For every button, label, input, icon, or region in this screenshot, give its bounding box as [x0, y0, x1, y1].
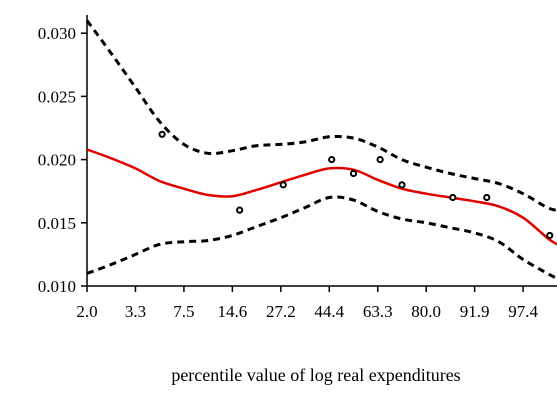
- data-point: [328, 155, 336, 164]
- data-point: [236, 206, 244, 214]
- data-point: [483, 193, 491, 202]
- fitted-curve: [86, 148, 557, 246]
- data-point: [376, 155, 384, 164]
- confidence-bands: [85, 19, 557, 280]
- y-tick-label: 0.015: [38, 214, 76, 233]
- x-tick-label: 27.2: [266, 302, 296, 321]
- axes: 0.010 0.015 0.020 0.025 0.030 2.0 3.3 7.5 14.6 27…: [38, 15, 557, 321]
- x-tick-label: 63.3: [363, 302, 393, 321]
- x-axis-title: percentile value of log real expenditure…: [171, 365, 460, 385]
- data-point: [158, 130, 166, 138]
- y-tick-label: 0.010: [38, 277, 76, 296]
- lower-band-line: [86, 195, 557, 280]
- x-tick-label: 3.3: [125, 302, 146, 321]
- y-tick-label: 0.020: [38, 151, 76, 170]
- x-tick-label: 80.0: [411, 302, 441, 321]
- data-point: [449, 193, 457, 202]
- data-point: [546, 231, 554, 240]
- data-point: [349, 169, 358, 178]
- x-tick-label: 97.4: [508, 302, 538, 321]
- x-tick-label: 14.6: [217, 302, 247, 321]
- fitted-line: [86, 148, 557, 246]
- x-tick-label: 91.9: [460, 302, 490, 321]
- upper-band-line: [85, 19, 557, 212]
- y-tick-label: 0.025: [38, 87, 76, 106]
- data-point: [398, 181, 406, 189]
- x-tick-label: 2.0: [76, 302, 97, 321]
- y-tick-label: 0.030: [38, 24, 76, 43]
- data-point: [279, 181, 287, 189]
- data-points: [158, 130, 554, 240]
- x-tick-label: 7.5: [173, 302, 194, 321]
- x-tick-label: 44.4: [314, 302, 344, 321]
